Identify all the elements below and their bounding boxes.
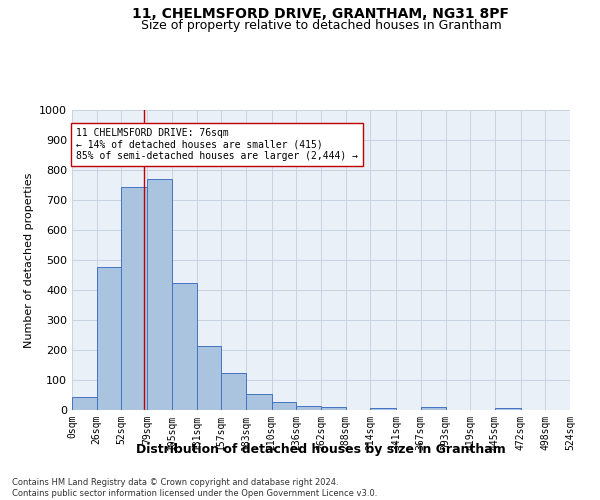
- Bar: [246, 394, 272, 410]
- Bar: [72, 398, 97, 410]
- Bar: [121, 186, 147, 410]
- Bar: [370, 408, 396, 410]
- Bar: [272, 402, 296, 410]
- Bar: [197, 346, 221, 410]
- Text: Distribution of detached houses by size in Grantham: Distribution of detached houses by size …: [136, 442, 506, 456]
- Bar: [172, 282, 197, 410]
- Bar: [296, 406, 321, 410]
- Bar: [495, 408, 521, 410]
- Bar: [421, 407, 445, 410]
- Text: Size of property relative to detached houses in Grantham: Size of property relative to detached ho…: [140, 19, 502, 32]
- Text: 11 CHELMSFORD DRIVE: 76sqm
← 14% of detached houses are smaller (415)
85% of sem: 11 CHELMSFORD DRIVE: 76sqm ← 14% of deta…: [76, 128, 358, 161]
- Bar: [221, 372, 246, 410]
- Text: Contains HM Land Registry data © Crown copyright and database right 2024.
Contai: Contains HM Land Registry data © Crown c…: [12, 478, 377, 498]
- Bar: [97, 267, 121, 410]
- Bar: [321, 407, 346, 410]
- Text: 11, CHELMSFORD DRIVE, GRANTHAM, NG31 8PF: 11, CHELMSFORD DRIVE, GRANTHAM, NG31 8PF: [133, 8, 509, 22]
- Bar: [147, 179, 172, 410]
- Y-axis label: Number of detached properties: Number of detached properties: [23, 172, 34, 348]
